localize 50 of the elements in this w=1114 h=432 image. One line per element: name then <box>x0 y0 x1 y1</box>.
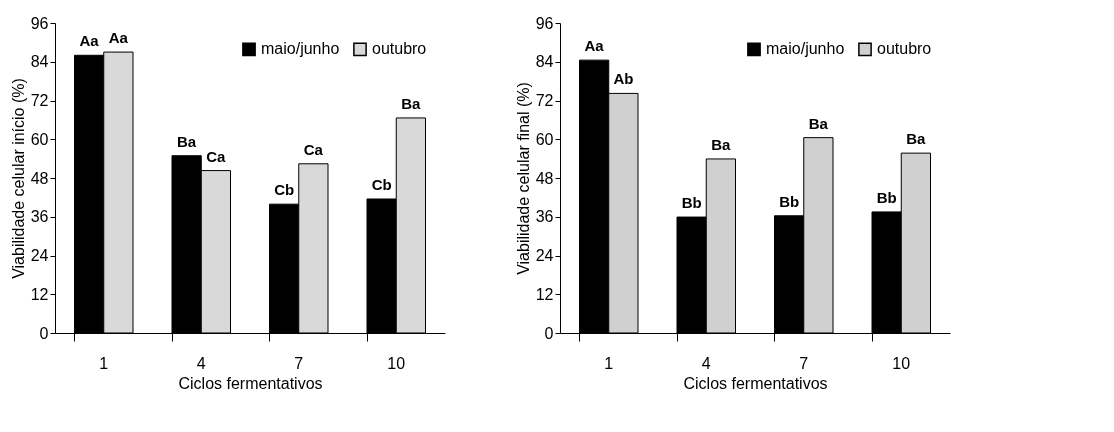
y-tick-label: 0 <box>544 324 554 342</box>
y-tick-label: 36 <box>30 208 49 226</box>
annotation: Bb <box>779 192 800 210</box>
x-axis-title: Ciclos fermentativos <box>178 374 323 392</box>
y-tick-label: 12 <box>535 285 554 303</box>
annotation: Bb <box>876 188 897 206</box>
annotation: Aa <box>108 29 129 47</box>
annotation: Bb <box>681 194 702 212</box>
annotation: Ba <box>906 130 927 148</box>
y-tick-label: 24 <box>535 247 554 264</box>
legend-label: outubro <box>372 40 427 58</box>
annotation: Ba <box>401 94 422 112</box>
x-tick-label: 1 <box>99 354 109 372</box>
annotation: Ba <box>177 132 197 150</box>
annotation: Ba <box>711 135 732 153</box>
annotation: Ba <box>808 114 829 132</box>
y-tick-label: 84 <box>30 53 49 71</box>
legend-label: maio/junho <box>261 40 340 58</box>
y-tick-label: 0 <box>39 324 49 342</box>
annotation: Ca <box>206 147 227 165</box>
annotation: Aa <box>79 32 100 50</box>
legend-label: outubro <box>877 40 932 58</box>
x-tick-label: 10 <box>892 354 911 372</box>
annotation: Cb <box>274 181 295 199</box>
y-tick-label: 72 <box>535 92 554 109</box>
x-tick-label: 4 <box>701 354 711 372</box>
y-tick-label: 84 <box>535 53 554 71</box>
y-tick-label: 24 <box>30 247 49 264</box>
x-tick-label: 10 <box>387 354 406 372</box>
y-tick-label: 96 <box>30 14 49 32</box>
y-tick-label: 72 <box>30 92 49 109</box>
x-axis-title: Ciclos fermentativos <box>683 374 828 392</box>
y-tick-label: 60 <box>30 130 49 148</box>
y-tick-label: 48 <box>30 169 49 187</box>
y-tick-label: 48 <box>535 169 554 187</box>
x-tick-label: 1 <box>604 354 614 372</box>
y-tick-label: 12 <box>30 285 49 303</box>
legend-label: maio/junho <box>766 40 845 58</box>
x-tick-label: 7 <box>799 354 809 372</box>
y-tick-label: 36 <box>535 208 554 226</box>
x-tick-label: 7 <box>294 354 304 372</box>
y-tick-label: 60 <box>535 130 554 148</box>
y-axis-title: Viabilidade celular início (%) <box>9 78 27 279</box>
x-tick-label: 4 <box>196 354 206 372</box>
annotation: Ca <box>303 140 324 158</box>
annotation: Cb <box>371 175 392 193</box>
annotation: Aa <box>584 37 605 55</box>
y-tick-label: 96 <box>535 14 554 32</box>
annotation: Ab <box>613 70 634 88</box>
y-axis-title: Viabilidade celular final (%) <box>514 82 532 275</box>
